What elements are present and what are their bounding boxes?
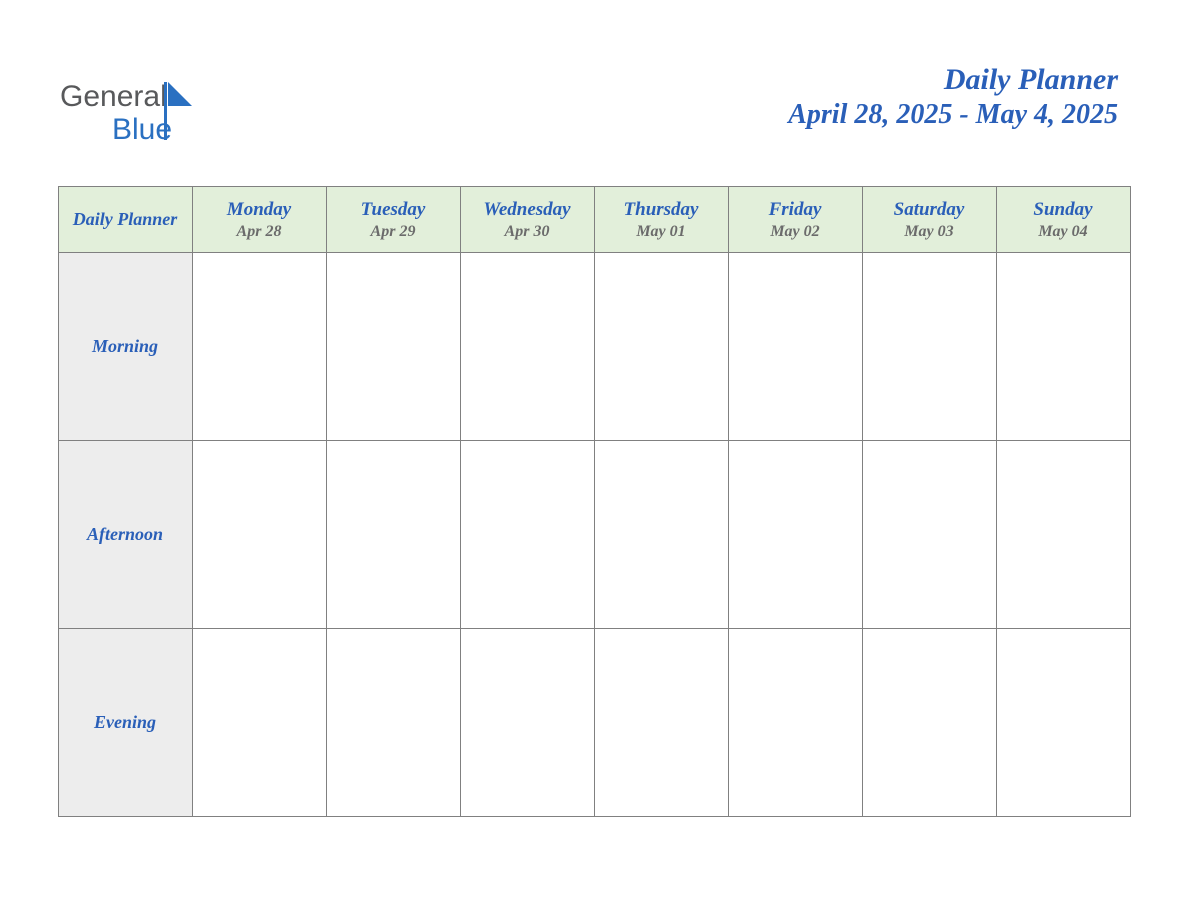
day-header-friday: Friday May 02 [728,187,862,253]
day-name: Monday [197,199,322,221]
header-row: Daily Planner Monday Apr 28 Tuesday Apr … [58,187,1130,253]
planner-cell [996,253,1130,441]
day-header-sunday: Sunday May 04 [996,187,1130,253]
planner-table: Daily Planner Monday Apr 28 Tuesday Apr … [58,186,1131,817]
planner-cell [192,629,326,817]
time-label-afternoon: Afternoon [58,441,192,629]
day-name: Sunday [1001,199,1126,221]
day-date: May 02 [733,223,858,241]
planner-cell [996,441,1130,629]
logo: General Blue [60,80,172,146]
planner-cell [862,253,996,441]
row-morning: Morning [58,253,1130,441]
planner-cell [996,629,1130,817]
document-header: General Blue Daily Planner April 28, 202… [0,0,1188,166]
day-name: Saturday [867,199,992,221]
day-header-tuesday: Tuesday Apr 29 [326,187,460,253]
day-date: May 01 [599,223,724,241]
date-range: April 28, 2025 - May 4, 2025 [788,99,1118,131]
planner-cell [728,253,862,441]
page-title: Daily Planner [788,60,1118,99]
planner-cell [862,441,996,629]
planner-cell [460,253,594,441]
time-label-evening: Evening [58,629,192,817]
planner-cell [460,629,594,817]
planner-cell [862,629,996,817]
planner-cell [326,441,460,629]
planner-cell [594,629,728,817]
day-header-wednesday: Wednesday Apr 30 [460,187,594,253]
planner-cell [192,253,326,441]
row-evening: Evening [58,629,1130,817]
planner-cell [594,441,728,629]
day-name: Tuesday [331,199,456,221]
day-name: Wednesday [465,199,590,221]
planner-cell [326,629,460,817]
logo-flag-stem [164,82,167,140]
planner-cell [192,441,326,629]
day-header-saturday: Saturday May 03 [862,187,996,253]
title-block: Daily Planner April 28, 2025 - May 4, 20… [788,60,1128,131]
day-header-thursday: Thursday May 01 [594,187,728,253]
day-date: Apr 30 [465,223,590,241]
row-afternoon: Afternoon [58,441,1130,629]
logo-text-general: General [60,80,167,113]
time-label-morning: Morning [58,253,192,441]
planner-cell [460,441,594,629]
planner-cell [594,253,728,441]
planner-cell [326,253,460,441]
day-name: Thursday [599,199,724,221]
day-name: Friday [733,199,858,221]
day-date: May 03 [867,223,992,241]
logo-flag-icon [168,82,192,106]
day-header-monday: Monday Apr 28 [192,187,326,253]
planner-cell [728,629,862,817]
day-date: Apr 28 [197,223,322,241]
day-date: May 04 [1001,223,1126,241]
day-date: Apr 29 [331,223,456,241]
planner-cell [728,441,862,629]
corner-cell: Daily Planner [58,187,192,253]
